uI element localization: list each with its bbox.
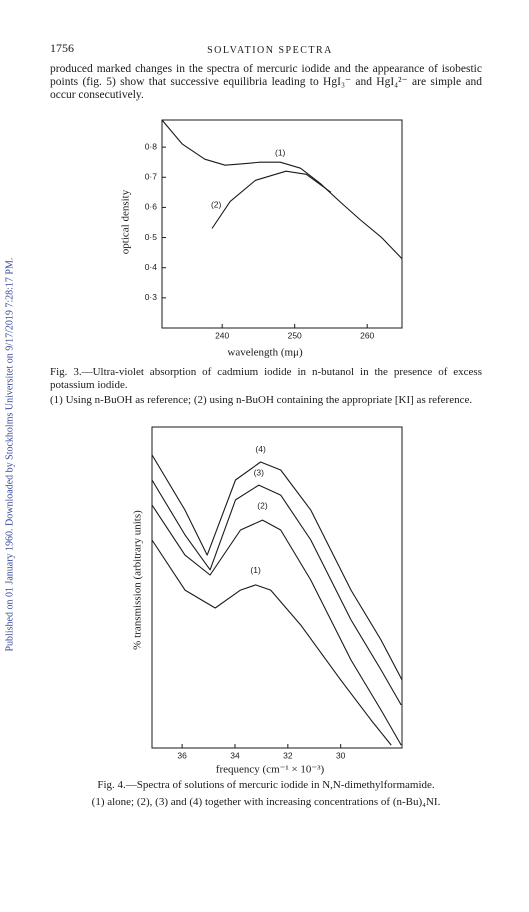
- page-number: 1756: [50, 41, 74, 55]
- running-title: SOLVATION SPECTRA: [207, 45, 333, 56]
- plot-frame: [161, 119, 403, 329]
- x-axis-label: wavelength (mμ): [227, 347, 303, 359]
- y-tick-label: 0·4: [145, 262, 158, 272]
- curve-label: (2): [211, 200, 222, 210]
- curve: [151, 539, 392, 746]
- caption: Fig. 3.—Ultra-violet absorption of cadmi…: [50, 366, 482, 391]
- curve-label: (2): [257, 500, 268, 510]
- caption-note: (1) alone; (2), (3) and (4) together wit…: [91, 796, 441, 808]
- x-tick-label: 36: [177, 750, 187, 760]
- caption-note: (1) Using n-BuOH as reference; (2) using…: [50, 394, 473, 406]
- y-tick-label: 0·3: [145, 292, 158, 302]
- x-tick-label: 260: [360, 330, 374, 340]
- y-tick-label: 0·7: [145, 172, 158, 182]
- sidebar: Published on 01 January 1960. Downloaded…: [4, 257, 16, 652]
- curve: [151, 504, 402, 746]
- paragraph: produced marked changes in the spectra o…: [50, 63, 482, 101]
- y-tick-label: 0·8: [145, 141, 158, 151]
- x-tick-label: 32: [283, 750, 293, 760]
- curve-label: (4): [255, 444, 266, 454]
- y-axis-label: % transmission (arbitrary units): [132, 510, 144, 650]
- curve: [161, 119, 403, 260]
- curve: [151, 454, 403, 681]
- curve-label: (1): [250, 565, 261, 575]
- curve: [211, 170, 332, 229]
- curve-label: (3): [254, 467, 265, 477]
- plot-frame: [151, 426, 403, 749]
- y-axis-label: optical density: [120, 189, 132, 254]
- x-tick-label: 30: [336, 750, 346, 760]
- curve-label: (1): [275, 147, 286, 157]
- x-tick-label: 250: [288, 330, 302, 340]
- curve: [151, 479, 402, 706]
- y-tick-label: 0·5: [145, 232, 158, 242]
- x-tick-label: 34: [230, 750, 240, 760]
- x-tick-label: 240: [215, 330, 229, 340]
- y-tick-label: 0·6: [145, 202, 158, 212]
- x-axis-label: frequency (cm⁻¹ × 10⁻³): [216, 764, 325, 776]
- caption: Fig. 4.—Spectra of solutions of mercuric…: [97, 779, 435, 791]
